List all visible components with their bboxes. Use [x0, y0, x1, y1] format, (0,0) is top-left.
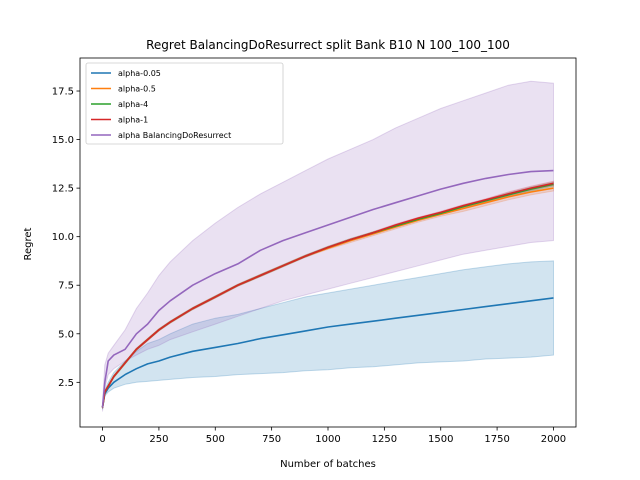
legend-label-4: alpha BalancingDoResurrect [118, 131, 231, 140]
legend: alpha-0.05 alpha-0.5 alpha-4 alpha-1 alpha B… [85, 62, 284, 145]
y-tick-label: 2.5 [58, 378, 74, 389]
legend-box [85, 62, 284, 145]
legend-label-2: alpha-4 [118, 100, 148, 109]
x-tick-label: 250 [149, 434, 168, 445]
chart-title: Regret BalancingDoResurrect split Bank B… [146, 38, 510, 52]
series-line-3 [101, 182, 554, 408]
x-tick-label: 500 [206, 434, 225, 445]
x-axis-label: Number of batches [280, 459, 376, 470]
x-tick-label: 1500 [428, 434, 453, 445]
y-axis: 2.5 5.0 7.5 10.0 12.5 15.0 17.5 [52, 87, 80, 389]
x-axis: 0 250 500 750 1000 1250 1500 1750 2000 [99, 427, 566, 445]
series-line-0 [101, 297, 554, 408]
confidence-band-4 [102, 80, 554, 412]
x-tick-label: 1750 [484, 434, 509, 445]
y-tick-label: 17.5 [52, 87, 74, 98]
y-tick-label: 5.0 [58, 329, 74, 340]
x-tick-label: 0 [99, 434, 105, 445]
x-tick-label: 1250 [372, 434, 397, 445]
y-axis-label: Regret [23, 227, 34, 260]
y-tick-label: 10.0 [52, 232, 74, 243]
x-tick-label: 2000 [541, 434, 566, 445]
x-tick-label: 750 [262, 434, 281, 445]
plot-area [79, 57, 577, 428]
legend-label-3: alpha-1 [118, 116, 148, 125]
y-tick-label: 15.0 [52, 135, 74, 146]
y-tick-label: 7.5 [58, 281, 74, 292]
legend-label-0: alpha-0.05 [118, 69, 161, 78]
confidence-band-0 [102, 260, 554, 410]
legend-label-1: alpha-0.5 [118, 85, 156, 94]
series-line-4 [101, 169, 554, 408]
y-tick-label: 12.5 [52, 184, 74, 195]
x-tick-label: 1000 [315, 434, 340, 445]
